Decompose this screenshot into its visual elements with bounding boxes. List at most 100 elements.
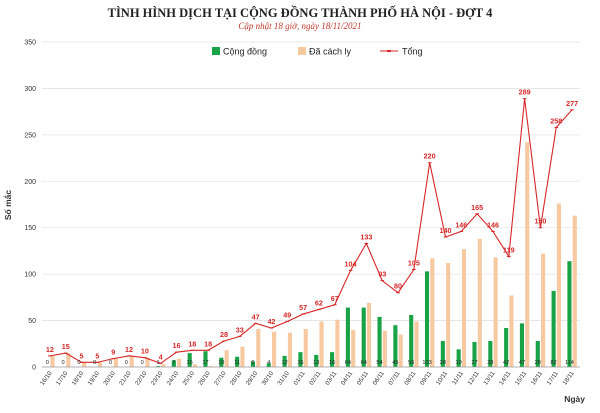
total-label: 104	[345, 259, 357, 268]
bar-cong-dong	[504, 328, 509, 367]
x-tick-label: 06/11	[371, 370, 386, 387]
x-tick-label: 26/10	[197, 370, 212, 387]
bar-label-cong-dong: 15	[187, 360, 193, 366]
total-label: 220	[424, 152, 436, 161]
bar-da-cach-ly	[50, 355, 55, 367]
bar-cong-dong	[519, 323, 525, 367]
total-label: 47	[252, 312, 260, 321]
bar-da-cach-ly	[192, 364, 198, 367]
bar-cong-dong	[535, 341, 540, 367]
bar-da-cach-ly	[224, 350, 229, 367]
bar-cong-dong	[266, 363, 271, 367]
bar-da-cach-ly	[493, 257, 498, 367]
bar-label-cong-dong: 10	[218, 360, 224, 366]
bar-label-cong-dong: 54	[376, 360, 382, 366]
bar-da-cach-ly	[414, 321, 419, 367]
total-label: 150	[534, 217, 546, 226]
total-label: 140	[440, 226, 452, 235]
bar-cong-dong	[171, 360, 176, 367]
x-tick-label: 12/11	[466, 370, 481, 387]
y-tick-label: 50	[28, 318, 36, 325]
total-label: 62	[315, 298, 323, 307]
total-label: 18	[204, 339, 212, 348]
x-tick-label: 13/11	[482, 370, 497, 387]
bar-label-cong-dong: 0	[46, 360, 49, 366]
bar-cong-dong	[282, 355, 287, 367]
x-tick-label: 09/11	[419, 370, 434, 387]
x-tick-label: 22/10	[134, 370, 149, 387]
x-tick-label: 16/11	[530, 370, 545, 387]
bar-da-cach-ly	[97, 362, 103, 367]
total-label: 277	[566, 99, 578, 108]
bar-da-cach-ly	[272, 331, 277, 367]
x-tick-label: 04/11	[340, 370, 355, 387]
legend-label-da-cach-ly: Đã cách ly	[309, 47, 352, 57]
bar-da-cach-ly	[319, 321, 324, 367]
bar-label-cong-dong: 0	[109, 360, 112, 366]
total-line	[48, 98, 574, 364]
bar-da-cach-ly	[461, 249, 467, 367]
y-tick-label: 250	[24, 132, 36, 139]
bar-da-cach-ly	[398, 334, 403, 367]
y-tick-label: 350	[24, 40, 36, 47]
y-axis-label: Số mắc	[2, 190, 13, 221]
total-label: 289	[519, 88, 531, 97]
legend-swatch-cong-dong	[212, 47, 220, 55]
bar-cong-dong	[219, 357, 224, 367]
x-tick-label: 01/11	[292, 370, 307, 387]
bar-label-cong-dong: 0	[141, 360, 144, 366]
bar-da-cach-ly	[572, 215, 577, 367]
x-tick-label: 02/11	[308, 370, 323, 387]
x-tick-label: 29/10	[245, 370, 260, 387]
total-label: 119	[503, 246, 515, 255]
x-tick-label: 21/10	[118, 370, 133, 387]
bar-label-cong-dong: 16	[329, 360, 335, 366]
bar-label-cong-dong: 27	[471, 360, 477, 366]
bar-da-cach-ly	[208, 366, 213, 367]
x-axis-label: Ngày	[564, 394, 585, 404]
bar-da-cach-ly	[177, 358, 182, 367]
bar-label-cong-dong: 45	[392, 360, 398, 366]
total-label: 12	[125, 345, 133, 354]
bar-label-cong-dong: 56	[408, 360, 414, 366]
total-label: 12	[46, 345, 54, 354]
bar-da-cach-ly	[430, 258, 435, 367]
x-tick-label: 28/10	[229, 370, 244, 387]
bar-da-cach-ly	[351, 329, 356, 367]
bar-da-cach-ly	[66, 353, 71, 367]
x-tick-label: 19/10	[86, 370, 101, 387]
chart-title: TÌNH HÌNH DỊCH TẠI CỘNG ĐỒNG THÀNH PHỐ H…	[108, 5, 494, 20]
bar-da-cach-ly	[525, 142, 530, 367]
bar-label-cong-dong: 0	[77, 360, 80, 366]
bar-label-cong-dong: 19	[456, 360, 462, 366]
x-tick-label: 15/11	[514, 370, 529, 387]
bar-cong-dong	[155, 366, 161, 367]
y-tick-label: 150	[24, 225, 36, 232]
total-label: 258	[550, 116, 562, 125]
bar-label-cong-dong: 11	[234, 360, 240, 366]
bar-label-cong-dong: 42	[503, 360, 509, 366]
bar-da-cach-ly	[477, 238, 482, 367]
x-tick-label: 08/11	[403, 370, 418, 387]
bar-label-cong-dong: 17	[202, 360, 208, 366]
x-tick-label: 30/10	[260, 370, 275, 387]
bar-label-cong-dong: 114	[565, 360, 574, 366]
bar-da-cach-ly	[509, 295, 514, 367]
bar-label-cong-dong: 0	[62, 360, 65, 366]
bar-cong-dong	[250, 361, 256, 367]
bar-label-cong-dong: 82	[550, 360, 556, 366]
bar-label-cong-dong: 16	[297, 360, 303, 366]
total-label: 5	[95, 351, 99, 360]
x-tick-label: 03/11	[324, 370, 339, 387]
x-tick-label: 20/10	[102, 370, 117, 387]
grid	[42, 41, 580, 321]
bar-label-cong-dong: 12	[281, 360, 287, 366]
bar-cong-dong	[330, 352, 335, 367]
x-tick-label: 07/11	[387, 370, 402, 387]
bar-label-cong-dong: 103	[422, 360, 431, 366]
total-label: 5	[80, 351, 84, 360]
bar-da-cach-ly	[129, 355, 134, 367]
x-tick-label: 18/11	[561, 370, 576, 387]
total-label: 28	[220, 330, 228, 339]
bar-cong-dong	[345, 307, 350, 367]
